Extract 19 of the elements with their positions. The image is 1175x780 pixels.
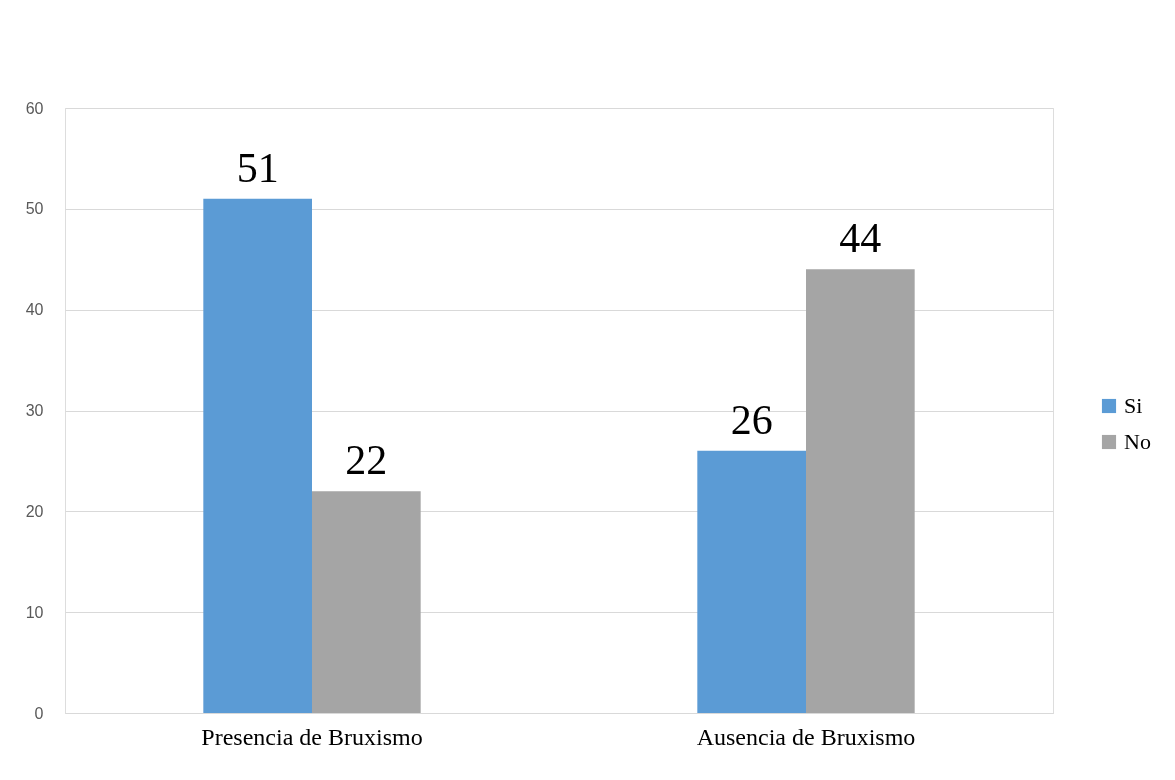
bar: [312, 491, 421, 713]
x-tick-label: Ausencia de Bruxismo: [696, 723, 916, 750]
y-tick-label: 30: [25, 402, 44, 419]
y-tick-label: 20: [25, 502, 44, 520]
data-label: 22: [345, 437, 388, 484]
y-tick-label: 60: [25, 99, 44, 117]
bar: [697, 450, 806, 713]
x-tick-label: Presencia de Bruxismo: [201, 723, 423, 750]
data-label: 44: [839, 215, 882, 262]
y-tick-label: 0: [34, 704, 44, 722]
y-tick-label: 40: [25, 301, 44, 319]
legend-label: Si: [1124, 393, 1143, 418]
data-label: 51: [236, 144, 279, 191]
y-tick-label: 10: [25, 603, 44, 621]
legend-label: No: [1124, 429, 1151, 454]
bar: [806, 269, 915, 713]
data-label: 26: [730, 396, 773, 443]
y-tick-label: 50: [25, 200, 44, 218]
bar: [203, 198, 312, 713]
